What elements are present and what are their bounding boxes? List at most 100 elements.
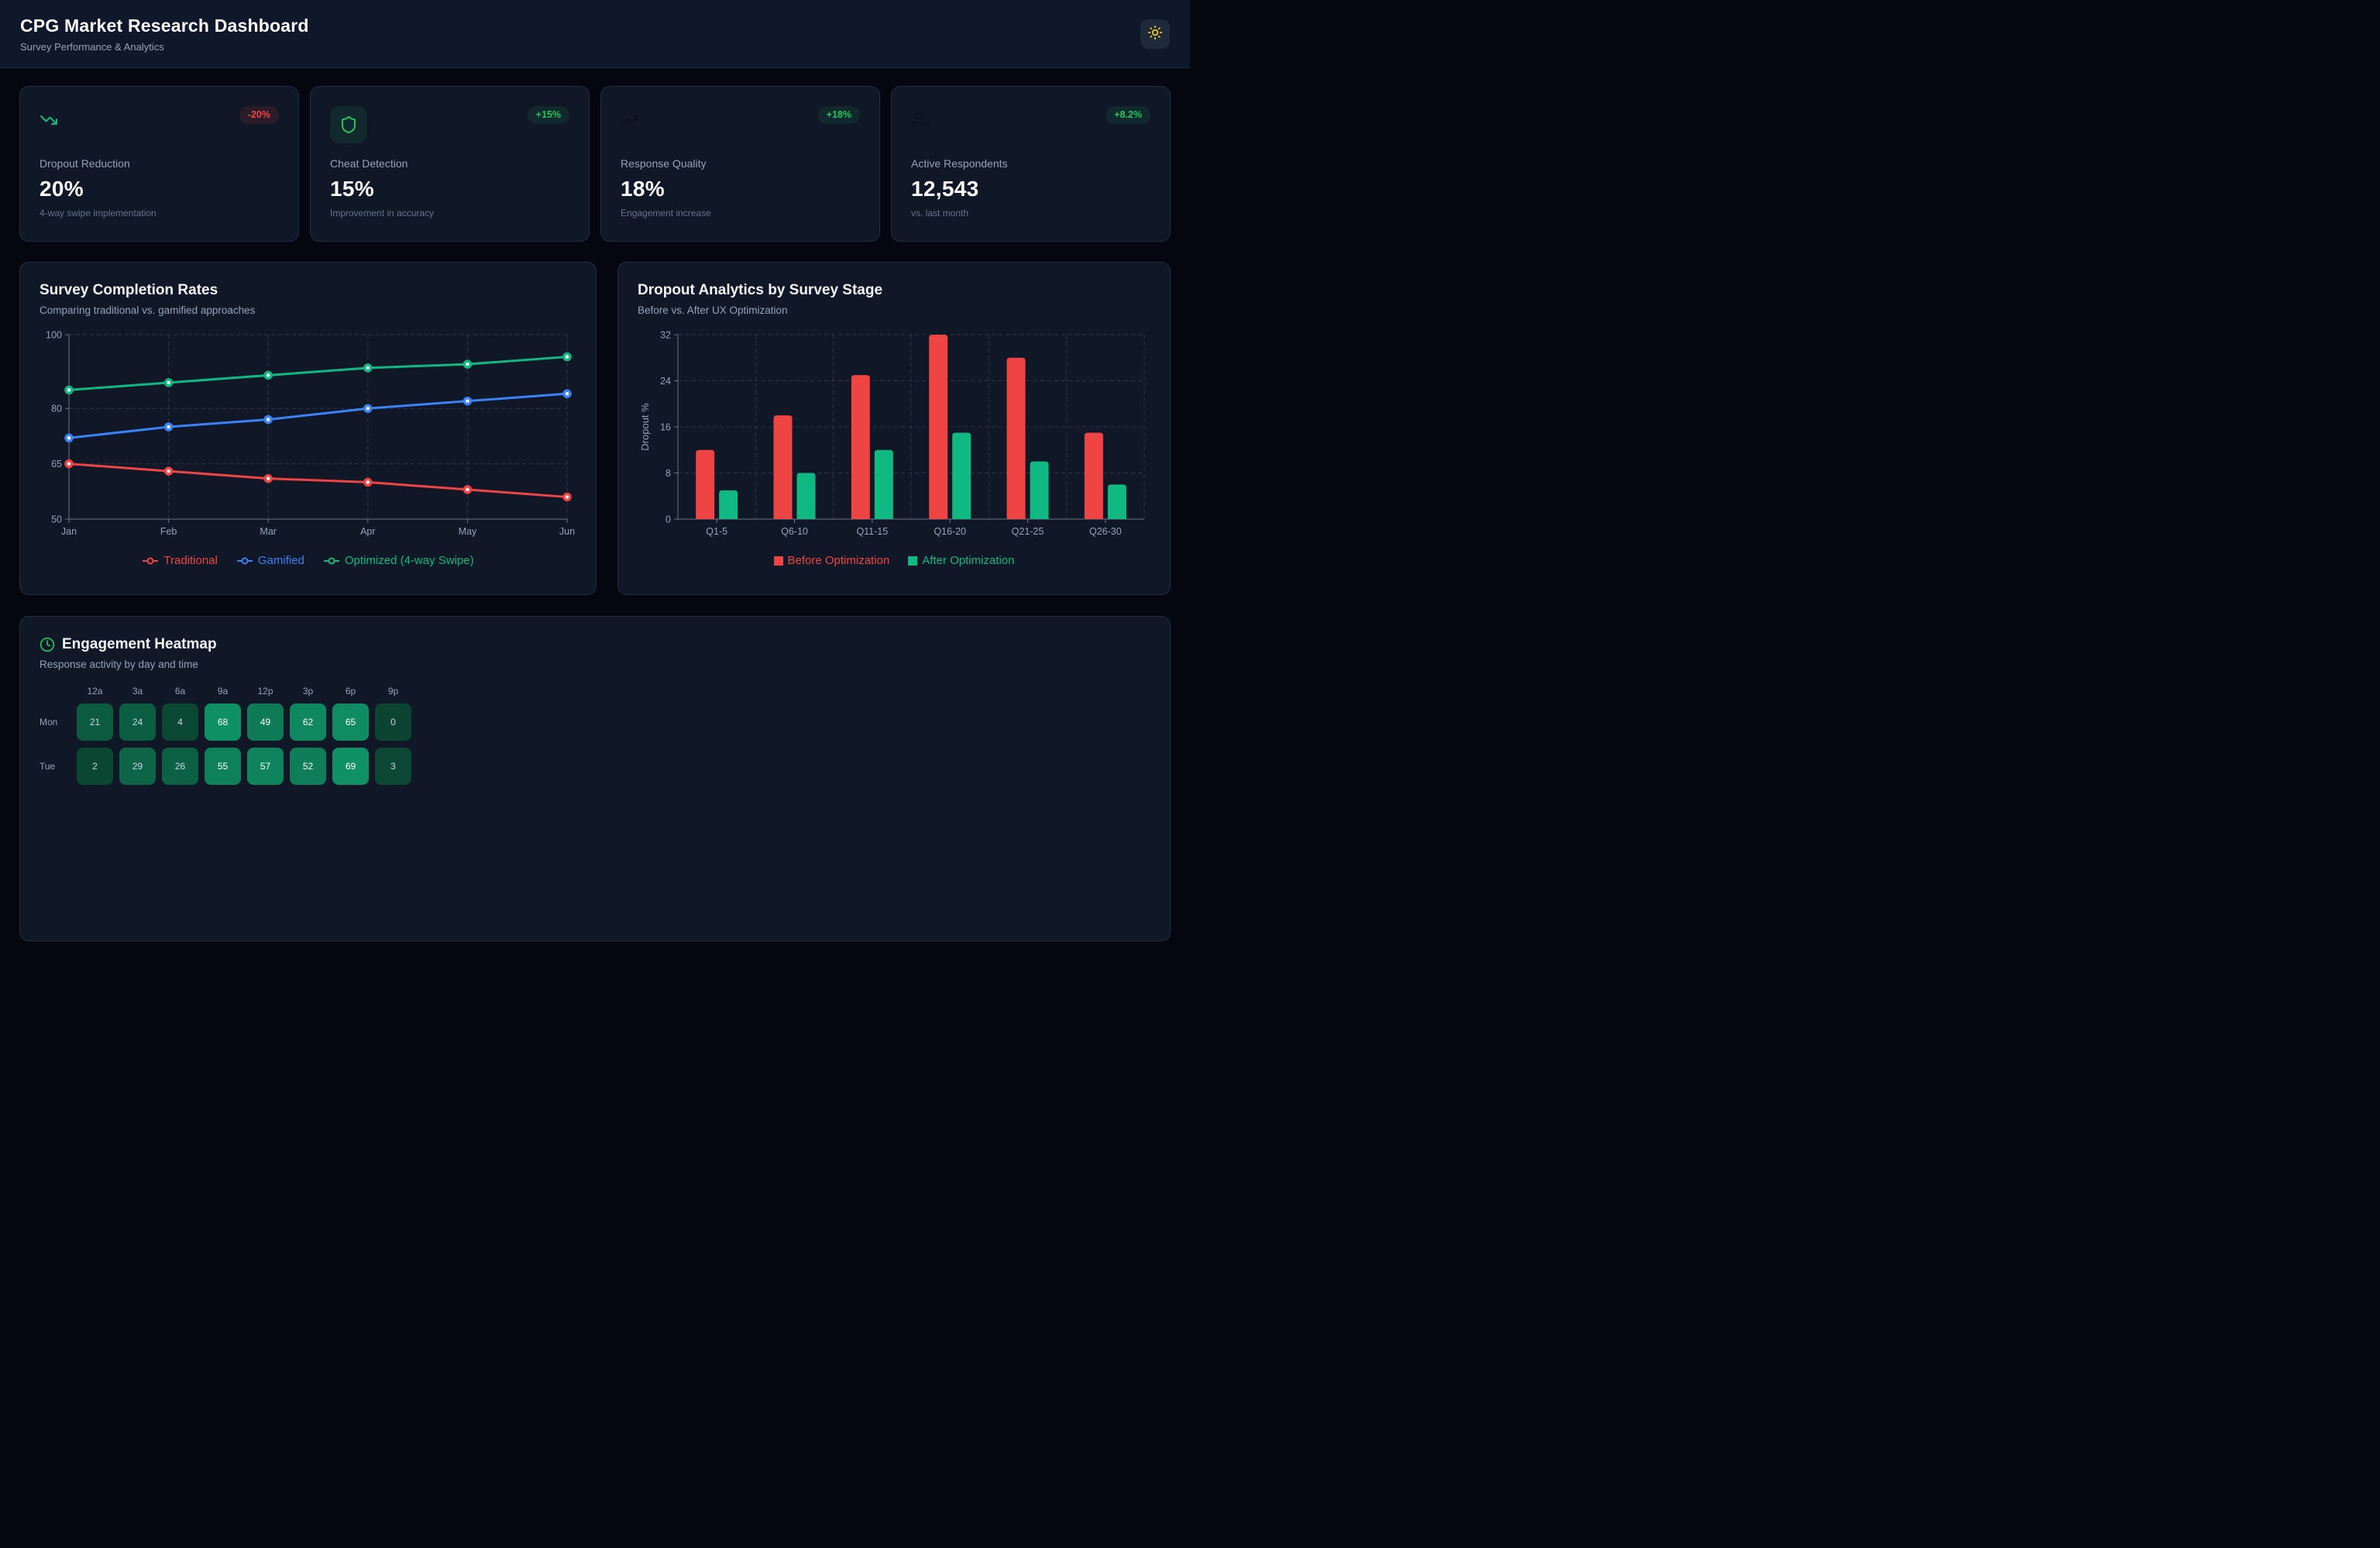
kpi-card-cheat-detection: +15% Cheat Detection 15% Improvement in acc… bbox=[310, 86, 590, 242]
line-series-icon bbox=[143, 557, 159, 564]
heatmap-title-row: Engagement Heatmap bbox=[40, 636, 1150, 653]
heatmap-cell: 62 bbox=[290, 703, 326, 741]
svg-text:8: 8 bbox=[666, 468, 671, 479]
kpi-card-top: +18% bbox=[621, 106, 860, 143]
bar-after-optimization-q6-10 bbox=[796, 473, 816, 519]
bar-before-optimization-q21-25 bbox=[1006, 357, 1026, 519]
kpi-icon-container bbox=[911, 106, 930, 129]
charts-row: Survey Completion Rates Comparing tradit… bbox=[19, 262, 1171, 595]
bar-before-optimization-q11-15 bbox=[851, 375, 870, 519]
kpi-card-row: -20% Dropout Reduction 20% 4-way swipe impl… bbox=[19, 86, 1171, 242]
bar-chart: 0 8 16 24 32 Dropout % Q1-5 Q6-10 Q11-15 Q16-20 Q2… bbox=[639, 330, 1145, 537]
kpi-change-badge: -20% bbox=[239, 106, 279, 124]
kpi-change-badge: +15% bbox=[527, 106, 569, 124]
heatmap-cell: 55 bbox=[205, 748, 241, 785]
bar-series-swatch bbox=[908, 556, 918, 566]
svg-text:24: 24 bbox=[660, 376, 671, 387]
heatmap-cell: 49 bbox=[247, 703, 284, 741]
heatmap-card: Engagement Heatmap Response activity by … bbox=[19, 616, 1171, 941]
bar-before-optimization-q26-30 bbox=[1084, 432, 1103, 519]
heatmap-cell: 3 bbox=[375, 748, 411, 785]
svg-text:32: 32 bbox=[660, 330, 671, 341]
legend-item-after-optimization[interactable]: After Optimization bbox=[908, 554, 1014, 567]
heatmap-day-label: Tue bbox=[40, 761, 56, 772]
kpi-title: Dropout Reduction bbox=[40, 157, 130, 170]
bar-chart-title: Dropout Analytics by Survey Stage bbox=[638, 282, 883, 298]
svg-text:16: 16 bbox=[660, 422, 671, 433]
svg-text:65: 65 bbox=[51, 459, 62, 470]
legend-label: After Optimization bbox=[922, 554, 1015, 567]
legend-label: Before Optimization bbox=[787, 554, 890, 567]
svg-text:Jun: Jun bbox=[559, 526, 575, 537]
legend-label: Traditional bbox=[163, 554, 218, 567]
legend-item-traditional[interactable]: Traditional bbox=[142, 554, 218, 567]
heatmap-col-header: 3a bbox=[132, 686, 143, 697]
kpi-title: Response Quality bbox=[621, 157, 707, 170]
heatmap-title: Engagement Heatmap bbox=[62, 636, 217, 652]
kpi-value: 18% bbox=[621, 177, 665, 201]
heatmap-col-header: 12p bbox=[257, 686, 273, 697]
bar-chart-card: Dropout Analytics by Survey Stage Before… bbox=[617, 262, 1171, 595]
line-chart-body: 50 65 80 100 Jan Feb Mar Apr May Jun bbox=[40, 327, 576, 546]
svg-text:Q26-30: Q26-30 bbox=[1089, 526, 1122, 537]
heatmap-row-mon: Mon 21 24 4 68 49 62 65 0 bbox=[40, 703, 1150, 741]
heatmap-cell: 52 bbox=[290, 748, 326, 785]
bar-chart-legend: Before Optimization After Optimization bbox=[638, 554, 1150, 567]
sun-icon bbox=[1147, 25, 1163, 40]
legend-item-optimized-4-way-swipe-[interactable]: Optimized (4-way Swipe) bbox=[323, 554, 474, 567]
heatmap-cell: 2 bbox=[77, 748, 113, 785]
bar-after-optimization-q21-25 bbox=[1030, 461, 1049, 519]
svg-text:0: 0 bbox=[666, 514, 671, 525]
line-series-icon bbox=[236, 557, 253, 564]
heatmap-col-header: 9a bbox=[217, 686, 229, 697]
legend-item-gamified[interactable]: Gamified bbox=[236, 554, 304, 567]
svg-text:Q21-25: Q21-25 bbox=[1012, 526, 1044, 537]
svg-text:100: 100 bbox=[46, 330, 62, 341]
heatmap-col-header: 3p bbox=[302, 686, 314, 697]
heatmap-cell: 26 bbox=[162, 748, 198, 785]
clock-icon bbox=[40, 637, 55, 652]
line-chart-title: Survey Completion Rates bbox=[40, 282, 218, 298]
app-header: CPG Market Research Dashboard Survey Per… bbox=[0, 0, 1190, 68]
kpi-card-dropout-reduction: -20% Dropout Reduction 20% 4-way swipe impl… bbox=[19, 86, 299, 242]
kpi-subtitle: Engagement increase bbox=[621, 208, 711, 218]
svg-text:Apr: Apr bbox=[360, 526, 375, 537]
svg-text:May: May bbox=[459, 526, 477, 537]
bar-chart-body: 0 8 16 24 32 Dropout % Q1-5 Q6-10 Q11-15 Q16-20 Q2… bbox=[638, 327, 1150, 546]
legend-item-before-optimization[interactable]: Before Optimization bbox=[773, 554, 890, 567]
heatmap-cell: 21 bbox=[77, 703, 113, 741]
line-series-icon bbox=[323, 557, 339, 564]
kpi-value: 15% bbox=[330, 177, 374, 201]
kpi-value: 12,543 bbox=[911, 177, 979, 201]
legend-label: Optimized (4-way Swipe) bbox=[344, 554, 474, 567]
heatmap-cell: 29 bbox=[119, 748, 156, 785]
heatmap-cell: 24 bbox=[119, 703, 156, 741]
svg-text:80: 80 bbox=[51, 404, 62, 415]
kpi-card-active-respondents: +8.2% Active Respondents 12,543 vs. last mo… bbox=[891, 86, 1171, 242]
main-content: -20% Dropout Reduction 20% 4-way swipe impl… bbox=[0, 68, 1190, 941]
trending-up-icon bbox=[621, 115, 638, 125]
bar-after-optimization-q16-20 bbox=[952, 432, 972, 519]
kpi-change-badge: +18% bbox=[817, 106, 860, 124]
heatmap-cell: 57 bbox=[247, 748, 284, 785]
theme-toggle-button[interactable] bbox=[1140, 19, 1170, 49]
svg-text:Q6-10: Q6-10 bbox=[781, 526, 808, 537]
heatmap-cell: 69 bbox=[332, 748, 369, 785]
shield-icon bbox=[342, 115, 356, 134]
svg-text:Mar: Mar bbox=[260, 526, 277, 537]
heatmap-cell: 68 bbox=[205, 703, 241, 741]
page-title: CPG Market Research Dashboard bbox=[20, 15, 309, 36]
legend-label: Gamified bbox=[257, 554, 304, 567]
heatmap-header-row: 12a 3a 6a 9a 12p 3p 6p 9p bbox=[40, 686, 1150, 697]
kpi-change-badge: +8.2% bbox=[1106, 106, 1150, 124]
kpi-subtitle: vs. last month bbox=[911, 208, 969, 218]
svg-text:Jan: Jan bbox=[61, 526, 77, 537]
heatmap-col-header: 6a bbox=[174, 686, 186, 697]
line-chart-subtitle: Comparing traditional vs. gamified appro… bbox=[40, 304, 256, 316]
svg-text:Q16-20: Q16-20 bbox=[934, 526, 966, 537]
svg-text:50: 50 bbox=[51, 514, 62, 525]
line-chart: 50 65 80 100 Jan Feb Mar Apr May Jun bbox=[46, 330, 575, 538]
kpi-value: 20% bbox=[40, 177, 84, 201]
heatmap-cell: 0 bbox=[375, 703, 411, 741]
kpi-card-top: -20% bbox=[40, 106, 279, 143]
